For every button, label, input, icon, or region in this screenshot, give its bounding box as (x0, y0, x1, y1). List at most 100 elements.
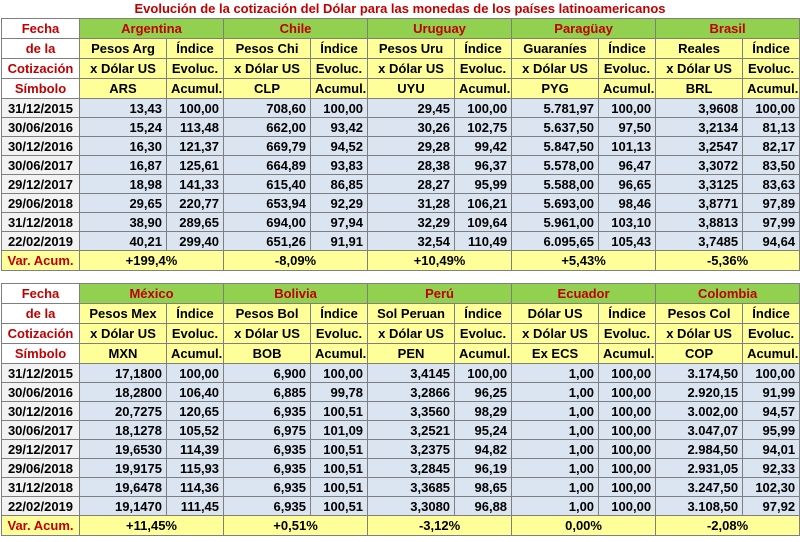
index-cell: 96,25 (454, 382, 513, 402)
index-cell: 102,75 (454, 117, 513, 137)
unit-line-2: x Dólar US (367, 58, 456, 79)
index-line-3: Acumul. (165, 343, 225, 364)
unit-label: Pesos Bol (223, 303, 312, 324)
unit-line-2: x Dólar US (511, 323, 600, 344)
unit-line-2: x Dólar US (511, 58, 600, 79)
index-cell: 100,00 (742, 363, 800, 383)
index-cell: 83,63 (742, 174, 800, 194)
index-label: Índice (165, 38, 225, 59)
rate-cell: 29,45 (367, 98, 456, 118)
unit-line-1: Sol Peruan (377, 306, 445, 321)
unit-line-2: x Dólar US (223, 323, 312, 344)
rate-cell: 1,00 (511, 420, 600, 440)
index-label: Índice (742, 38, 800, 59)
rate-cell: 1,00 (511, 458, 600, 478)
rate-cell: 6,900 (223, 363, 312, 383)
rate-cell: 6,935 (223, 477, 312, 497)
index-cell: 100,00 (742, 98, 800, 118)
accumulated-variation: +11,45% (78, 515, 225, 536)
index-cell: 95,24 (454, 420, 513, 440)
rate-cell: 29,65 (79, 193, 167, 213)
rate-cell: 32,29 (367, 212, 456, 232)
index-cell: 96,65 (598, 174, 657, 194)
table-row: 22/02/2019 40,21 299,40 651,26 91,91 32,54 110… (1, 231, 800, 251)
unit-line-2: x Dólar US (79, 323, 167, 344)
country-name: Uruguay (367, 18, 513, 39)
label-de-la: de la (1, 303, 80, 324)
index-cell: 109,64 (454, 212, 513, 232)
label-var-acum: Var. Acum. (1, 515, 80, 536)
index-line-2: Evoluc. (742, 323, 800, 344)
unit-line-1: Pesos Arg (91, 41, 155, 56)
variation-row: Var. Acum. +11,45% +0,51% -3,12% 0,00% -2,08% (1, 515, 800, 536)
date-cell: 29/12/2017 (1, 439, 80, 459)
unit-label: Pesos Mex (79, 303, 167, 324)
rate-cell: 5.578,00 (511, 155, 600, 175)
index-line-1: Índice (176, 306, 214, 321)
unit-line-1: Pesos Bol (235, 306, 299, 321)
accumulated-variation: +5,43% (511, 250, 657, 271)
rate-cell: 3,3072 (655, 155, 744, 175)
index-line-3: Acumul. (598, 78, 657, 99)
index-cell: 100,00 (310, 363, 369, 383)
currency-symbol: ARS (79, 78, 167, 99)
date-cell: 30/06/2017 (1, 155, 80, 175)
accumulated-variation: 0,00% (511, 515, 657, 536)
accumulated-variation: +199,4% (78, 250, 225, 271)
index-line-3: Acumul. (454, 343, 513, 364)
unit-line-1: Pesos Chi (235, 41, 299, 56)
index-cell: 91,99 (742, 382, 800, 402)
rate-cell: 40,21 (79, 231, 167, 251)
index-cell: 100,00 (598, 477, 657, 497)
index-cell: 100,00 (165, 363, 225, 383)
index-line-1: Índice (320, 306, 358, 321)
rate-cell: 19,1470 (79, 496, 167, 516)
unit-label: Guaraníes (511, 38, 600, 59)
label-de-la: de la (1, 38, 80, 59)
index-line-1: Índice (176, 41, 214, 56)
index-cell: 100,51 (310, 477, 369, 497)
rate-cell: 694,00 (223, 212, 312, 232)
rate-cell: 3.047,07 (655, 420, 744, 440)
rate-cell: 708,60 (223, 98, 312, 118)
rate-cell: 3,4145 (367, 363, 456, 383)
country-name: Perú (367, 283, 513, 304)
unit-line-1: Reales (678, 41, 721, 56)
header-row-unit-2: Cotización x Dólar US Evoluc. x Dólar US Evo… (1, 58, 800, 79)
label-cotizacion: Cotización (1, 58, 80, 79)
rate-cell: 20,7275 (79, 401, 167, 421)
index-cell: 105,52 (165, 420, 225, 440)
label-var-acum: Var. Acum. (1, 250, 80, 271)
currency-symbol: PEN (367, 343, 456, 364)
rate-cell: 1,00 (511, 477, 600, 497)
date-cell: 30/06/2017 (1, 420, 80, 440)
index-cell: 98,29 (454, 401, 513, 421)
header-row-country: Fecha México Bolivia Perú Ecuador Colombia (1, 283, 800, 304)
rate-cell: 5.693,00 (511, 193, 600, 213)
rate-cell: 3,3560 (367, 401, 456, 421)
unit-label: Sol Peruan (367, 303, 456, 324)
index-cell: 115,93 (165, 458, 225, 478)
index-cell: 141,33 (165, 174, 225, 194)
index-cell: 93,83 (310, 155, 369, 175)
index-line-3: Acumul. (598, 343, 657, 364)
rate-cell: 3,3685 (367, 477, 456, 497)
table-row: 30/06/2017 16,87 125,61 664,89 93,83 28,38 96,… (1, 155, 800, 175)
rate-cell: 3,3125 (655, 174, 744, 194)
index-cell: 299,40 (165, 231, 225, 251)
rate-cell: 3,2845 (367, 458, 456, 478)
index-line-2: Evoluc. (742, 58, 800, 79)
index-cell: 100,00 (598, 382, 657, 402)
header-row-symbol: Símbolo MXN Acumul. BOB Acumul. PEN Acumul. Ex … (1, 343, 800, 364)
index-cell: 92,29 (310, 193, 369, 213)
index-line-1: Índice (320, 41, 358, 56)
index-cell: 121,37 (165, 136, 225, 156)
header-row-country: Fecha Argentina Chile Uruguay Paragüay Brasil (1, 18, 800, 39)
index-label: Índice (310, 303, 369, 324)
unit-line-2: x Dólar US (223, 58, 312, 79)
index-line-2: Evoluc. (598, 58, 657, 79)
unit-line-1: Pesos Mex (89, 306, 157, 321)
date-cell: 31/12/2015 (1, 363, 80, 383)
table-row: 31/12/2018 38,90 289,65 694,00 97,94 32,29 109… (1, 212, 800, 232)
unit-label: Reales (655, 38, 744, 59)
